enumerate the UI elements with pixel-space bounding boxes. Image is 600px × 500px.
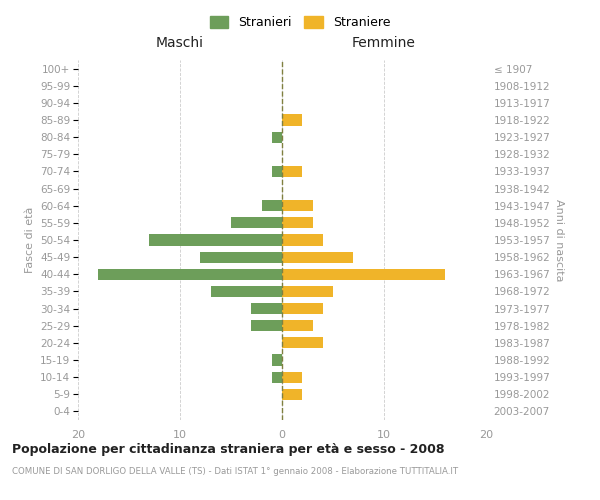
Bar: [282, 388, 302, 400]
Bar: [231, 218, 282, 228]
Bar: [251, 320, 282, 332]
Bar: [272, 372, 282, 382]
Bar: [98, 268, 282, 280]
Bar: [251, 303, 282, 314]
Bar: [211, 286, 282, 297]
Bar: [282, 268, 445, 280]
Bar: [282, 303, 323, 314]
Text: Popolazione per cittadinanza straniera per età e sesso - 2008: Popolazione per cittadinanza straniera p…: [12, 442, 445, 456]
Bar: [272, 166, 282, 177]
Bar: [262, 200, 282, 211]
Bar: [282, 286, 333, 297]
Bar: [282, 338, 323, 348]
Bar: [272, 132, 282, 142]
Bar: [282, 114, 302, 126]
Y-axis label: Anni di nascita: Anni di nascita: [554, 198, 564, 281]
Bar: [282, 166, 302, 177]
Legend: Stranieri, Straniere: Stranieri, Straniere: [205, 11, 395, 34]
Bar: [282, 372, 302, 382]
Bar: [282, 218, 313, 228]
Bar: [282, 234, 323, 246]
Bar: [282, 252, 353, 262]
Bar: [149, 234, 282, 246]
Bar: [282, 200, 313, 211]
Bar: [200, 252, 282, 262]
Text: COMUNE DI SAN DORLIGO DELLA VALLE (TS) - Dati ISTAT 1° gennaio 2008 - Elaborazio: COMUNE DI SAN DORLIGO DELLA VALLE (TS) -…: [12, 468, 458, 476]
Y-axis label: Fasce di età: Fasce di età: [25, 207, 35, 273]
Text: Maschi: Maschi: [156, 36, 204, 50]
Bar: [282, 320, 313, 332]
Text: Femmine: Femmine: [352, 36, 416, 50]
Bar: [272, 354, 282, 366]
